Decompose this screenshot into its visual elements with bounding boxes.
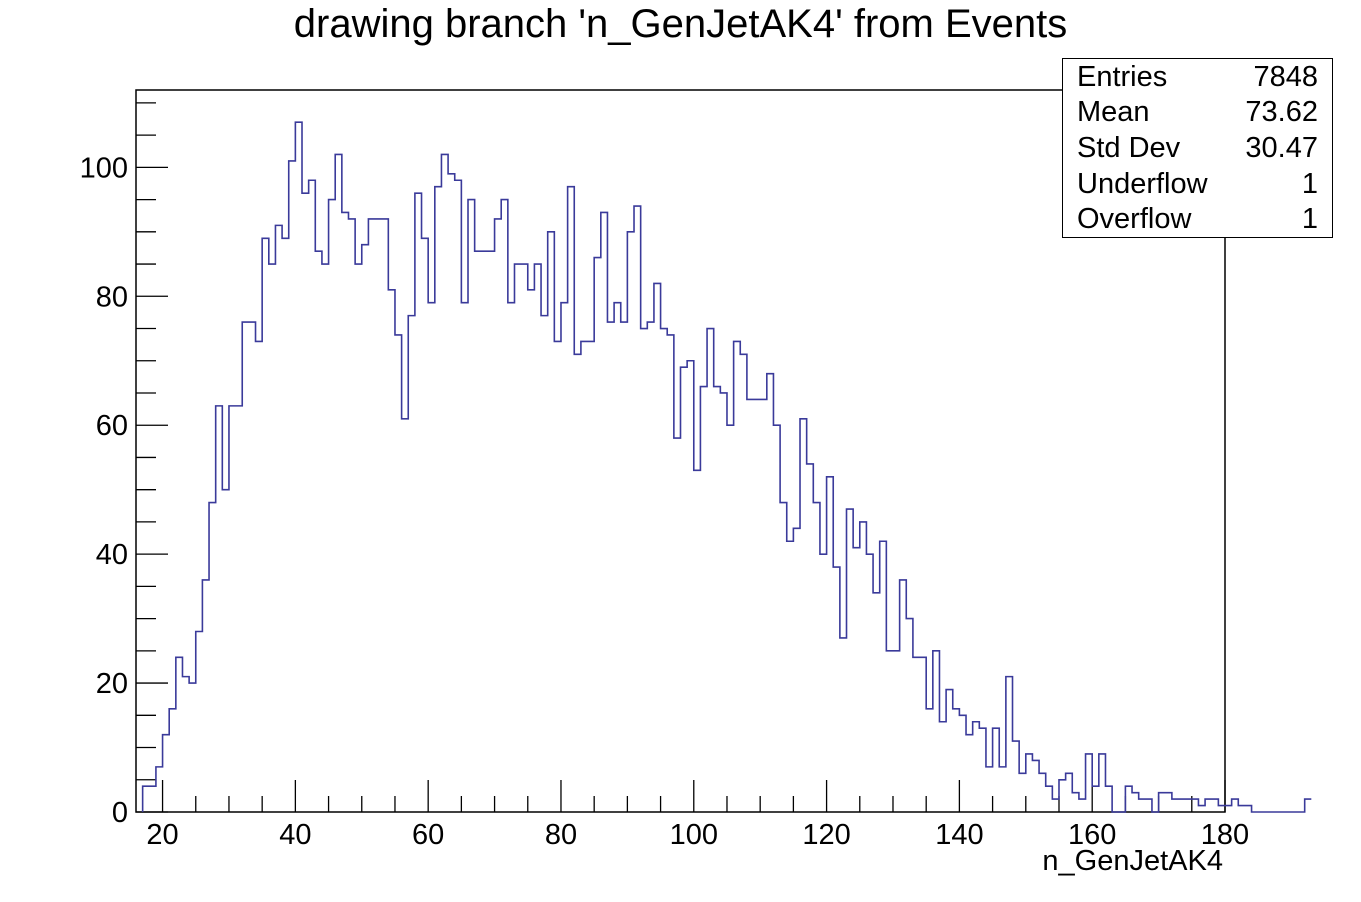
y-tick-label: 0 xyxy=(112,797,128,829)
stat-value: 1 xyxy=(1301,168,1318,200)
chart-title: drawing branch 'n_GenJetAK4' from Events xyxy=(293,2,1068,46)
y-tick-label: 40 xyxy=(96,539,128,571)
stat-value: 7848 xyxy=(1253,61,1318,93)
stat-label: Underflow xyxy=(1077,168,1208,200)
x-tick-label: 40 xyxy=(279,819,311,851)
plot-frame xyxy=(135,89,1226,813)
x-tick-label: 80 xyxy=(545,819,577,851)
stat-row-mean: Mean 73.62 xyxy=(1077,94,1318,130)
histogram-series xyxy=(141,121,1312,813)
y-tick-label: 100 xyxy=(80,152,128,184)
y-tick-label: 60 xyxy=(96,410,128,442)
x-tick-label: 60 xyxy=(412,819,444,851)
stat-row-overflow: Overflow 1 xyxy=(1077,201,1318,237)
x-tick-label: 180 xyxy=(1201,819,1249,851)
stat-value: 1 xyxy=(1301,203,1318,235)
x-tick-label: 20 xyxy=(146,819,178,851)
x-tick-label: 160 xyxy=(1068,819,1116,851)
stats-box: Entries 7848 Mean 73.62 Std Dev 30.47 Un… xyxy=(1062,58,1333,238)
stat-row-underflow: Underflow 1 xyxy=(1077,166,1318,202)
x-axis-label: n_GenJetAK4 xyxy=(1042,845,1223,877)
y-tick-label: 80 xyxy=(96,281,128,313)
stat-label: Mean xyxy=(1077,96,1150,128)
stat-label: Entries xyxy=(1077,61,1168,93)
stat-row-entries: Entries 7848 xyxy=(1077,59,1318,95)
x-tick-label: 120 xyxy=(802,819,850,851)
stat-label: Std Dev xyxy=(1077,132,1181,164)
x-axis: 20 40 60 80 100 120 140 160 180 xyxy=(146,780,1249,851)
stat-row-std-dev: Std Dev 30.47 xyxy=(1077,130,1318,166)
x-tick-label: 100 xyxy=(670,819,718,851)
y-axis: 0 20 40 60 80 100 xyxy=(80,102,168,829)
x-tick-label: 140 xyxy=(935,819,983,851)
stat-value: 30.47 xyxy=(1245,132,1318,164)
y-tick-label: 20 xyxy=(96,668,128,700)
stat-value: 73.62 xyxy=(1245,96,1318,128)
stat-label: Overflow xyxy=(1077,203,1192,235)
